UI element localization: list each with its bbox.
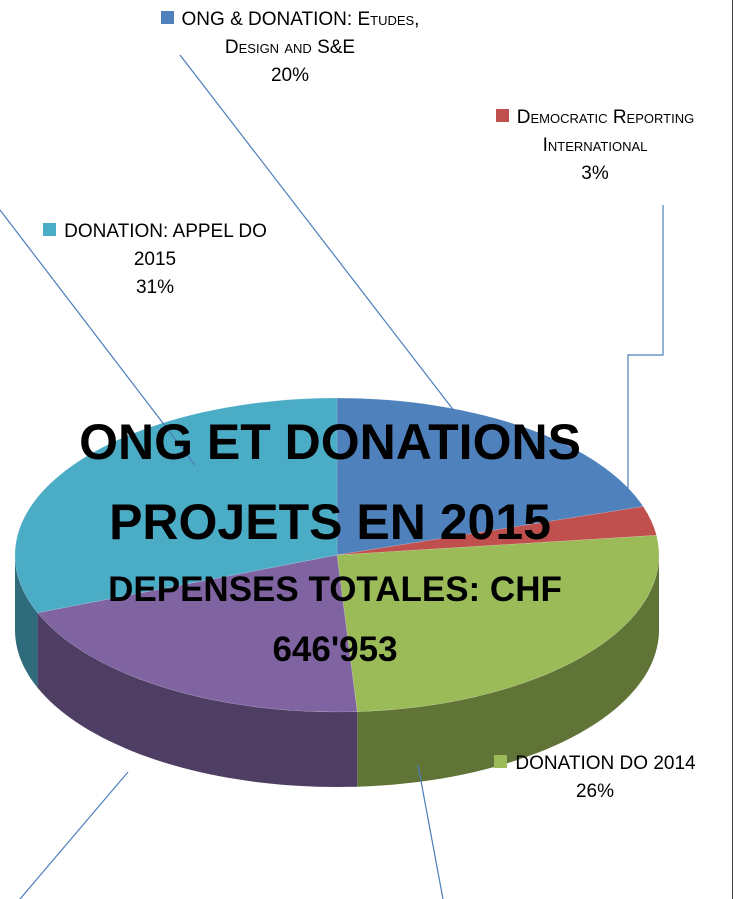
legend-swatch <box>494 755 508 768</box>
slice-side <box>37 612 358 787</box>
leader-line <box>417 764 444 899</box>
slice-side <box>357 555 659 787</box>
leader-line <box>179 54 456 413</box>
data-label: Democratic Reporting International 3% <box>455 104 735 188</box>
data-label: DONATION: APPEL DO 2015 31% <box>20 218 290 302</box>
legend-swatch <box>160 11 174 24</box>
legend-swatch <box>43 223 57 236</box>
category-label: DONATION: APPEL DO 2015 <box>64 221 267 270</box>
value-label: 26% <box>575 781 615 802</box>
category-label: Democratic Reporting International <box>516 107 695 156</box>
slice <box>336 506 657 556</box>
category-label: DONATION DO 2014 <box>515 753 696 774</box>
slice <box>14 397 338 614</box>
legend-swatch <box>495 109 509 122</box>
category-label: ONG & DONATION: Etudes, Design and S&E <box>181 9 420 58</box>
value-label: 3% <box>581 163 609 184</box>
slice <box>336 397 644 556</box>
chart-subtitle: DEPENSES TOTALES: CHF 646'953 <box>108 570 562 669</box>
slice <box>37 554 358 713</box>
chart-title: ONG ET DONATIONS PROJETS EN 2015 <box>79 414 581 550</box>
value-label: 20% <box>270 65 310 86</box>
value-label: 31% <box>135 277 175 298</box>
data-label: ONG & DONATION: Etudes, Design and S&E 20… <box>160 6 420 90</box>
leader-line <box>627 205 664 502</box>
data-label: DONATION DO 2014 26% <box>450 750 737 806</box>
slice <box>336 535 660 712</box>
leader-line <box>0 209 196 466</box>
slice-side <box>15 555 38 688</box>
leader-line <box>19 771 129 899</box>
frame-border <box>732 0 733 899</box>
